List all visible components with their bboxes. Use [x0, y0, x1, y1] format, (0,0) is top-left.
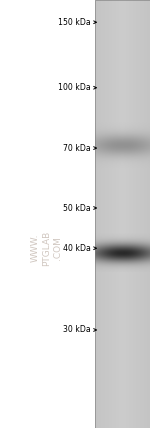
- Bar: [95, 0, 150, 428]
- Text: 30 kDa: 30 kDa: [63, 325, 91, 335]
- Text: 100 kDa: 100 kDa: [58, 83, 91, 92]
- Text: 150 kDa: 150 kDa: [58, 18, 91, 27]
- Text: 50 kDa: 50 kDa: [63, 203, 91, 213]
- Text: 40 kDa: 40 kDa: [63, 244, 91, 253]
- Text: WWW.
PTGLAB
.COM: WWW. PTGLAB .COM: [31, 231, 62, 266]
- Text: 70 kDa: 70 kDa: [63, 143, 91, 153]
